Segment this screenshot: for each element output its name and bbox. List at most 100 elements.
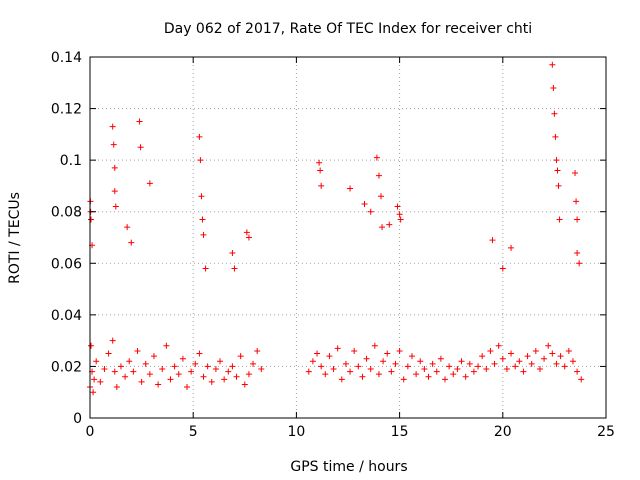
data-point [138,378,145,385]
data-point [137,144,144,151]
data-point [88,342,95,349]
data-point [112,203,119,210]
data-point [196,350,203,357]
data-point [124,224,131,231]
data-point [200,231,207,238]
data-point [479,353,486,360]
data-point [351,347,358,354]
data-point [171,363,178,370]
data-point [553,360,560,367]
data-point [483,366,490,373]
data-point [188,368,195,375]
data-point [554,167,561,174]
axis-ticks [89,56,607,419]
data-point [90,389,97,396]
data-point [574,216,581,223]
data-point [442,376,449,383]
data-point [462,373,469,380]
y-tick-labels: 0 0.02 0.04 0.06 0.08 0.1 0.12 0.14 [51,50,82,427]
data-point [516,358,523,365]
plot-frame [89,56,607,419]
data-point [371,342,378,349]
data-point [361,200,368,207]
data-point [532,347,539,354]
data-point [386,221,393,228]
data-point [556,216,563,223]
data-point [454,366,461,373]
data-point [136,118,143,125]
data-point [217,358,224,365]
data-point [550,84,557,91]
data-point [111,164,118,171]
data-point [192,360,199,367]
data-point [573,198,580,205]
data-point [396,211,403,218]
data-point [528,360,535,367]
data-point [499,265,506,272]
data-point [508,244,515,251]
data-point [417,358,424,365]
data-point [555,182,562,189]
chart-title: Day 062 of 2017, Rate Of TEC Index for r… [164,21,532,37]
data-point [314,350,321,357]
data-point [499,355,506,362]
x-axis-label: GPS time / hours [290,459,407,475]
x-tick-label: 25 [597,424,615,440]
data-point [552,133,559,140]
data-point [305,368,312,375]
y-tick-label: 0.02 [51,359,82,375]
data-point [105,350,112,357]
data-point [167,376,174,383]
data-point [475,363,482,370]
data-point [545,342,552,349]
data-point [396,347,403,354]
data-point [198,193,205,200]
data-point [450,371,457,378]
data-point [221,376,228,383]
data-point [425,373,432,380]
data-point [466,360,473,367]
data-point [446,363,453,370]
data-point [520,368,527,375]
data-point [429,360,436,367]
data-point [146,371,153,378]
data-point [375,371,382,378]
data-point [128,239,135,246]
data-point [549,61,556,68]
data-point [388,368,395,375]
data-point [317,167,324,174]
data-point [470,368,477,375]
data-point [330,366,337,373]
data-point [225,368,232,375]
data-point [130,368,137,375]
data-point [367,366,374,373]
y-tick-label: 0.08 [51,205,82,221]
data-point [491,360,498,367]
data-point [258,366,265,373]
data-point [565,347,572,354]
data-point [109,123,116,130]
data-point [88,216,95,223]
data-point [202,265,209,272]
data-point [204,363,211,370]
data-point [326,353,333,360]
data-point [384,350,391,357]
data-point [342,360,349,367]
x-tick-label: 5 [189,424,198,440]
data-point [397,216,404,223]
data-point [408,353,415,360]
data-point [394,203,401,210]
data-point [549,350,556,357]
data-point [117,363,124,370]
data-point [146,180,153,187]
data-point [134,347,141,354]
data-point [93,358,100,365]
data-point [229,363,236,370]
data-point [159,366,166,373]
data-point [126,358,133,365]
data-point [375,172,382,179]
data-point [110,141,117,148]
data-point [557,353,564,360]
data-point [512,363,519,370]
